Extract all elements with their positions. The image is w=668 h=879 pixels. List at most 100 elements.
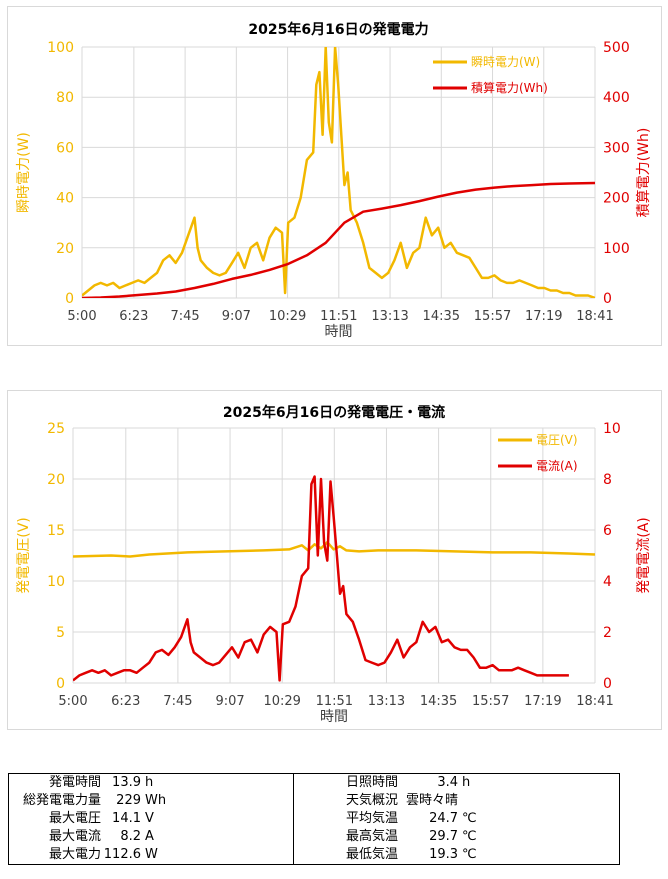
summary-value: 14.1	[112, 811, 141, 826]
y-left-tick-label: 0	[65, 291, 74, 307]
series-line-left	[82, 47, 595, 298]
y-right-tick-label: 0	[603, 676, 612, 692]
x-tick-label: 14:35	[420, 694, 457, 709]
y-right-tick-label: 300	[603, 140, 630, 156]
summary-row: 最大電流 8.2 A 最高気温 29.7 ℃	[8, 828, 621, 846]
x-tick-label: 11:51	[316, 694, 353, 709]
summary-value: 8.2	[120, 829, 141, 844]
y-left-axis-label: 瞬時電力(W)	[16, 132, 32, 213]
legend-entry: 電圧(V)	[536, 433, 578, 447]
summary-label: 発電時間	[8, 773, 103, 792]
summary-label: 最高気温	[293, 828, 406, 846]
x-tick-label: 13:13	[371, 309, 408, 324]
x-tick-label: 13:13	[368, 694, 405, 709]
x-tick-label: 17:19	[524, 694, 561, 709]
legend-entry: 瞬時電力(W)	[471, 55, 540, 69]
summary-value: 19.3	[406, 846, 463, 865]
summary-label: 天気概況	[293, 792, 406, 810]
power-chart: 2025年6月16日の発電電力 0 0 20 100 40 200 60 300 80 400 100…	[16, 21, 652, 340]
summary-label: 最大電流	[8, 828, 103, 846]
y-left-axis-label: 発電電圧(V)	[16, 517, 32, 594]
summary-value: 13.9	[103, 773, 145, 792]
y-left-tick-label: 40	[56, 191, 74, 207]
x-tick-label: 15:57	[474, 309, 511, 324]
y-right-axis-label: 発電電流(A)	[636, 517, 652, 594]
summary-value: 雲時々晴	[406, 793, 459, 808]
y-left-tick-label: 5	[56, 625, 65, 641]
voltage-current-chart: 2025年6月16日の発電電圧・電流 0 0 5 2 10 4 15 6 20 8 25 10 5:00 6…	[16, 404, 652, 725]
summary-unit: ℃	[462, 828, 621, 846]
x-tick-label: 10:29	[269, 309, 306, 324]
summary-unit: Wh	[145, 793, 167, 808]
y-left-tick-label: 80	[56, 90, 74, 106]
y-left-tick-label: 100	[47, 40, 74, 56]
summary-row: 最大電力 112.6 W 最低気温 19.3 ℃	[8, 846, 621, 865]
summary-unit: A	[145, 829, 154, 844]
summary-row: 発電時間 13.9 h 日照時間 3.4 h	[8, 773, 621, 792]
voltage-current-chart-panel: 2025年6月16日の発電電圧・電流 0 0 5 2 10 4 15 6 20 8 25 10 5:00 6…	[7, 390, 662, 730]
power-chart-panel: 2025年6月16日の発電電力 0 0 20 100 40 200 60 300 80 400 100…	[7, 6, 662, 346]
y-right-tick-label: 0	[603, 291, 612, 307]
x-tick-label: 18:41	[576, 309, 613, 324]
summary-unit: W	[145, 846, 294, 865]
y-right-tick-label: 10	[603, 421, 621, 437]
x-tick-label: 7:45	[170, 309, 199, 324]
x-tick-label: 17:19	[525, 309, 562, 324]
y-left-tick-label: 25	[47, 421, 65, 437]
y-right-tick-label: 4	[603, 574, 612, 590]
summary-value: 112.6	[103, 846, 145, 865]
summary-label: 最低気温	[293, 846, 406, 865]
x-tick-label: 10:29	[263, 694, 300, 709]
y-left-tick-label: 0	[56, 676, 65, 692]
y-right-tick-label: 400	[603, 90, 630, 106]
daily-summary-table: 発電時間 13.9 h 日照時間 3.4 h 総発電電力量 229 Wh 天気概況 雲時々晴 最大電圧…	[8, 773, 621, 865]
y-right-tick-label: 500	[603, 40, 630, 56]
y-right-tick-label: 8	[603, 472, 612, 488]
series-line-right	[73, 475, 569, 682]
y-right-tick-label: 6	[603, 523, 612, 539]
summary-unit: h	[462, 773, 621, 792]
summary-value: 24.7	[429, 811, 459, 826]
x-tick-label: 11:51	[320, 309, 357, 324]
summary-unit: ℃	[462, 810, 621, 828]
y-right-axis-label: 積算電力(Wh)	[636, 128, 652, 218]
summary-row: 最大電圧 14.1 V 平均気温 24.7 ℃	[8, 810, 621, 828]
y-left-tick-label: 10	[47, 574, 65, 590]
summary-label: 平均気温	[293, 810, 406, 828]
summary-row: 総発電電力量 229 Wh 天気概況 雲時々晴	[8, 792, 621, 810]
y-right-tick-label: 100	[603, 241, 630, 257]
summary-value: 229	[116, 793, 141, 808]
summary-value: 3.4	[406, 773, 463, 792]
summary-label: 最大電力	[8, 846, 103, 865]
x-tick-label: 15:57	[472, 694, 509, 709]
x-tick-label: 5:00	[67, 309, 96, 324]
summary-label: 最大電圧	[8, 810, 103, 828]
x-tick-label: 9:07	[215, 694, 244, 709]
summary-label: 日照時間	[293, 773, 406, 792]
x-tick-label: 6:23	[119, 309, 148, 324]
y-right-tick-label: 2	[603, 625, 612, 641]
summary-label: 総発電電力量	[8, 792, 103, 810]
y-left-tick-label: 15	[47, 523, 65, 539]
summary-unit: h	[145, 773, 294, 792]
x-axis-label: 時間	[320, 709, 348, 725]
x-tick-label: 14:35	[423, 309, 460, 324]
chart-title: 2025年6月16日の発電電圧・電流	[223, 404, 445, 421]
chart-title: 2025年6月16日の発電電力	[248, 21, 428, 38]
y-left-tick-label: 20	[47, 472, 65, 488]
x-tick-label: 7:45	[163, 694, 192, 709]
legend-entry: 積算電力(Wh)	[471, 80, 548, 95]
y-left-tick-label: 60	[56, 140, 74, 156]
x-tick-label: 18:41	[576, 694, 613, 709]
y-left-tick-label: 20	[56, 241, 74, 257]
x-tick-label: 5:00	[58, 694, 87, 709]
summary-unit: ℃	[462, 846, 621, 865]
summary-unit: V	[145, 811, 154, 826]
x-tick-label: 9:07	[222, 309, 251, 324]
series-line-right	[82, 181, 595, 298]
x-axis-label: 時間	[325, 324, 353, 340]
y-right-tick-label: 200	[603, 191, 630, 207]
x-tick-label: 6:23	[111, 694, 140, 709]
summary-value: 29.7	[429, 829, 459, 844]
summary-unit	[462, 792, 621, 810]
